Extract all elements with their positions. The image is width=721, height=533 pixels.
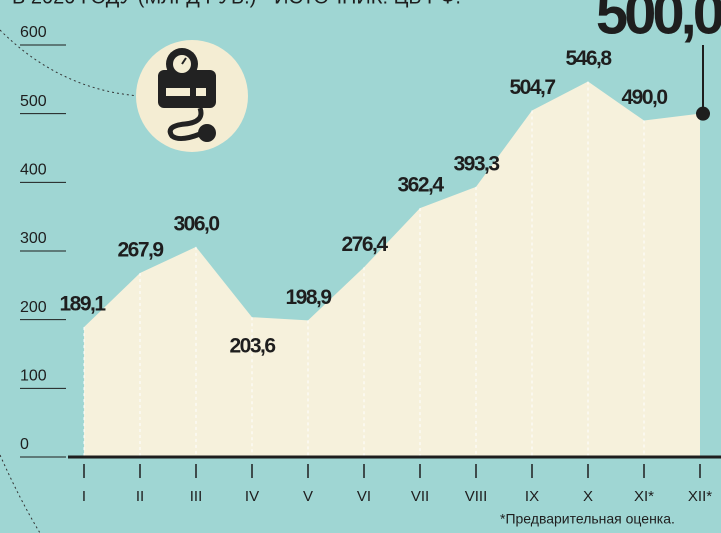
area: [84, 81, 700, 457]
x-tick-label: V: [303, 488, 313, 505]
x-tick-label: IX: [525, 488, 539, 505]
value-label: 198,9: [285, 286, 331, 309]
y-tick-label: 600: [20, 24, 47, 41]
x-tick-label: I: [82, 488, 86, 505]
y-tick-label: 500: [20, 93, 47, 110]
value-label: 504,7: [509, 76, 555, 99]
x-tick-label: II: [136, 488, 144, 505]
x-tick-label: III: [190, 488, 203, 505]
end-dot: [696, 106, 710, 121]
value-label: 362,4: [397, 174, 444, 197]
decor-line: [0, 29, 141, 97]
value-label: 546,8: [565, 47, 612, 70]
value-label: 393,3: [453, 152, 499, 175]
x-tick-label: IV: [245, 488, 259, 505]
y-tick-label: 200: [20, 299, 47, 316]
value-label: 203,6: [229, 335, 275, 358]
y-tick-label: 100: [20, 368, 47, 385]
x-tick-label: VIII: [465, 488, 488, 505]
value-label: 490,0: [621, 86, 667, 109]
x-tick-label: X: [583, 488, 593, 505]
x-tick-label: VII: [411, 488, 429, 505]
value-label: 189,1: [59, 293, 106, 316]
y-tick-label: 400: [20, 162, 47, 179]
icon: [136, 40, 248, 152]
footnote: *Предварительная оценка.: [500, 511, 675, 527]
value-label: 267,9: [117, 239, 163, 262]
value-label: 500,0: [596, 0, 721, 46]
value-label: 306,0: [173, 212, 219, 235]
decor-line: [0, 454, 41, 533]
x-tick-label: XII*: [688, 488, 712, 505]
value-label: 276,4: [341, 233, 388, 256]
y-tick-label: 0: [20, 436, 29, 453]
x-tick-label: VI: [357, 488, 371, 505]
x-tick-label: XI*: [634, 488, 654, 505]
y-tick-label: 300: [20, 230, 47, 247]
chart-subtitle: В 2020 ГОДУ (МЛРД РУБ.) · ИСТОЧНИК: ЦБ Р…: [12, 0, 461, 8]
